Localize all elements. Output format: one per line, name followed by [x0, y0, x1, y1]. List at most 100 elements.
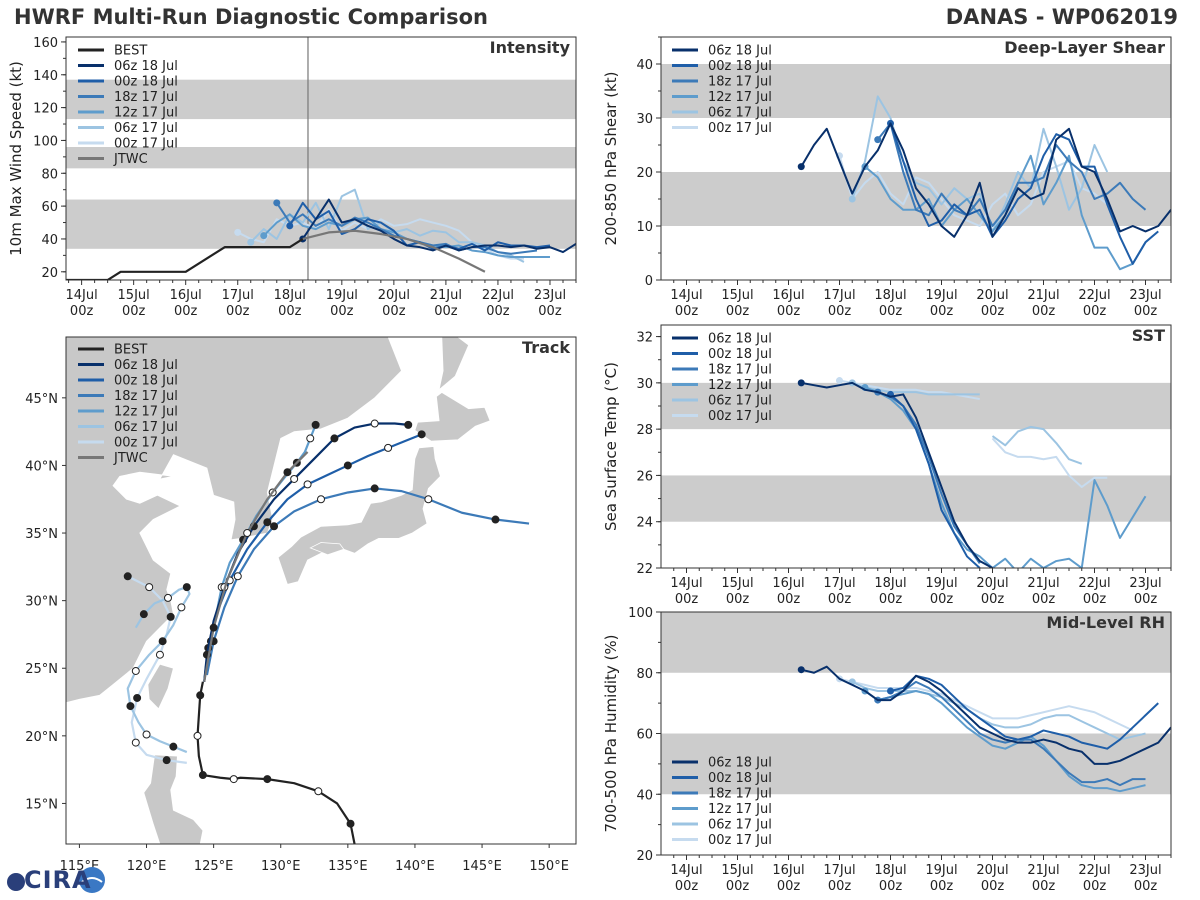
- track-marker: [229, 775, 238, 784]
- panel-frame: [65, 36, 577, 281]
- track-marker: [233, 572, 242, 581]
- legend-label: 18z 17 Jul: [708, 363, 772, 378]
- legend-label: 00z 17 Jul: [114, 436, 178, 451]
- x-tick-label-hour: 00z: [981, 879, 1005, 894]
- x-tick-label: 15Jul: [721, 576, 753, 591]
- legend-label: 12z 17 Jul: [114, 106, 178, 121]
- x-tick-label-hour: 00z: [1083, 592, 1107, 607]
- track-marker: [131, 738, 140, 747]
- y-tick-label: 140: [33, 69, 58, 84]
- x-tick-label: 16Jul: [772, 863, 804, 878]
- x-tick-label-hour: 00z: [434, 304, 458, 319]
- track-marker: [169, 742, 178, 751]
- legend-label: 06z 18 Jul: [708, 756, 772, 771]
- lon-tick-label: 150°E: [529, 859, 569, 874]
- legend-label: 12z 17 Jul: [708, 802, 772, 817]
- x-tick-label-hour: 00z: [981, 592, 1005, 607]
- y-tick-label: 60: [636, 728, 653, 743]
- series-line-1: [890, 674, 1159, 750]
- x-tick-label: 23Jul: [534, 288, 566, 303]
- legend-label: 06z 18 Jul: [708, 44, 772, 59]
- lon-tick-label: 140°E: [395, 859, 435, 874]
- legend-label: BEST: [114, 44, 147, 59]
- track-marker: [370, 419, 379, 428]
- legend-label: 06z 18 Jul: [114, 358, 178, 373]
- cira-logo: CIRA: [6, 866, 106, 896]
- track-marker: [182, 583, 191, 592]
- x-tick-label: 22Jul: [482, 288, 514, 303]
- x-tick-label-hour: 00z: [1134, 304, 1158, 319]
- track-marker: [404, 420, 413, 429]
- y-tick-label: 26: [636, 469, 653, 484]
- track-marker: [198, 771, 207, 780]
- y-tick-label: 10: [636, 220, 653, 235]
- x-tick-label-hour: 00z: [879, 879, 903, 894]
- x-tick-label: 20Jul: [378, 288, 410, 303]
- x-tick-label: 14Jul: [65, 288, 97, 303]
- track-marker: [123, 572, 132, 581]
- legend-label: 06z 17 Jul: [114, 121, 178, 136]
- y-tick-label: 20: [636, 166, 653, 181]
- y-axis-label: 10m Max Wind Speed (kt): [7, 61, 25, 256]
- x-tick-label-hour: 00z: [1083, 879, 1107, 894]
- y-tick-label: 40: [636, 58, 653, 73]
- y-tick-label: 100: [628, 606, 653, 621]
- x-tick-label: 19Jul: [925, 576, 957, 591]
- y-axis-label: Sea Surface Temp (°C): [602, 362, 620, 531]
- x-tick-label-hour: 00z: [879, 304, 903, 319]
- x-tick-label-hour: 00z: [1032, 304, 1056, 319]
- land-shikoku: [309, 542, 345, 556]
- x-tick-label: 16Jul: [772, 576, 804, 591]
- legend-label: 18z 17 Jul: [708, 787, 772, 802]
- series-start-marker: [887, 687, 894, 695]
- x-tick-label: 22Jul: [1078, 288, 1110, 303]
- series-line-5: [839, 677, 1134, 732]
- y-tick-label: 30: [636, 112, 653, 127]
- track-marker: [164, 593, 172, 602]
- legend-label: 00z 17 Jul: [708, 121, 772, 136]
- y-axis-label: 200-850 hPa Shear (kt): [602, 72, 620, 246]
- track-marker: [139, 610, 148, 619]
- legend-label: 06z 17 Jul: [114, 420, 178, 435]
- series-start-marker: [273, 199, 281, 207]
- track-marker: [145, 583, 154, 592]
- x-tick-label-hour: 00z: [930, 304, 954, 319]
- x-tick-label: 14Jul: [670, 288, 702, 303]
- x-tick-label: 20Jul: [976, 288, 1008, 303]
- y-tick-label: 100: [33, 134, 58, 149]
- series-start-marker: [286, 222, 294, 230]
- x-tick-label: 21Jul: [430, 288, 462, 303]
- x-tick-label: 18Jul: [874, 288, 906, 303]
- x-tick-label: 15Jul: [721, 288, 753, 303]
- jtwc-line: [302, 229, 486, 273]
- legend-label: 06z 18 Jul: [708, 332, 772, 347]
- track-marker: [158, 637, 167, 646]
- track-marker: [142, 730, 151, 739]
- x-tick-label-hour: 00z: [486, 304, 510, 319]
- legend-label: 00z 18 Jul: [708, 59, 772, 74]
- track-marker: [370, 484, 379, 493]
- x-tick-label-hour: 00z: [1134, 592, 1158, 607]
- panel-sst: 22242628303214Jul00z15Jul00z16Jul00z17Ju…: [602, 324, 1172, 607]
- legend-label: 00z 18 Jul: [114, 75, 178, 90]
- x-tick-label: 23Jul: [1129, 576, 1161, 591]
- x-tick-label-hour: 00z: [675, 304, 699, 319]
- lat-tick-label: 40°N: [25, 459, 58, 474]
- x-tick-label-hour: 00z: [1134, 879, 1158, 894]
- plot-area: [66, 37, 576, 280]
- x-tick-label-hour: 00z: [1032, 592, 1056, 607]
- legend-label: JTWC: [113, 451, 148, 466]
- track-marker: [209, 623, 218, 632]
- track-marker: [491, 515, 500, 524]
- x-tick-label-hour: 00z: [70, 304, 94, 319]
- x-tick-label-hour: 00z: [1083, 304, 1107, 319]
- y-tick-label: 30: [636, 377, 653, 392]
- series-start-marker: [874, 136, 882, 144]
- x-tick-label-hour: 00z: [726, 879, 750, 894]
- x-tick-label-hour: 00z: [777, 879, 801, 894]
- x-tick-label: 21Jul: [1027, 576, 1059, 591]
- lon-tick-label: 125°E: [194, 859, 234, 874]
- legend-label: 00z 18 Jul: [708, 347, 772, 362]
- panel-title: Track: [522, 338, 570, 357]
